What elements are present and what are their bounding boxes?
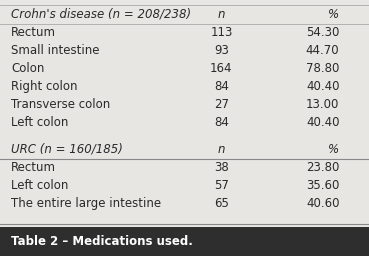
Text: 44.70: 44.70 <box>306 44 339 57</box>
Text: Small intestine: Small intestine <box>11 44 100 57</box>
Text: Crohn's disease (n = 208/238): Crohn's disease (n = 208/238) <box>11 8 191 21</box>
Text: Table 2 – Medications used.: Table 2 – Medications used. <box>11 235 193 248</box>
Text: Rectum: Rectum <box>11 26 56 39</box>
Text: 84: 84 <box>214 80 229 93</box>
Text: 93: 93 <box>214 44 229 57</box>
Text: 40.60: 40.60 <box>306 197 339 210</box>
Text: 40.40: 40.40 <box>306 116 339 129</box>
Text: %: % <box>328 143 339 156</box>
Text: 54.30: 54.30 <box>306 26 339 39</box>
Text: %: % <box>328 8 339 21</box>
Text: Right colon: Right colon <box>11 80 77 93</box>
Text: 40.40: 40.40 <box>306 80 339 93</box>
Text: 13.00: 13.00 <box>306 98 339 111</box>
Text: 84: 84 <box>214 116 229 129</box>
Text: 38: 38 <box>214 161 229 174</box>
Text: Colon: Colon <box>11 62 44 75</box>
Text: URC (n = 160/185): URC (n = 160/185) <box>11 143 123 156</box>
Text: n: n <box>218 8 225 21</box>
Text: Transverse colon: Transverse colon <box>11 98 110 111</box>
Text: 35.60: 35.60 <box>306 179 339 192</box>
Text: The entire large intestine: The entire large intestine <box>11 197 161 210</box>
Text: 65: 65 <box>214 197 229 210</box>
Text: 57: 57 <box>214 179 229 192</box>
Bar <box>0 227 369 256</box>
Text: 164: 164 <box>210 62 232 75</box>
Text: Rectum: Rectum <box>11 161 56 174</box>
Text: Left colon: Left colon <box>11 179 68 192</box>
Text: 113: 113 <box>210 26 232 39</box>
Text: 23.80: 23.80 <box>306 161 339 174</box>
Text: 78.80: 78.80 <box>306 62 339 75</box>
Text: Left colon: Left colon <box>11 116 68 129</box>
Text: 27: 27 <box>214 98 229 111</box>
Text: n: n <box>218 143 225 156</box>
